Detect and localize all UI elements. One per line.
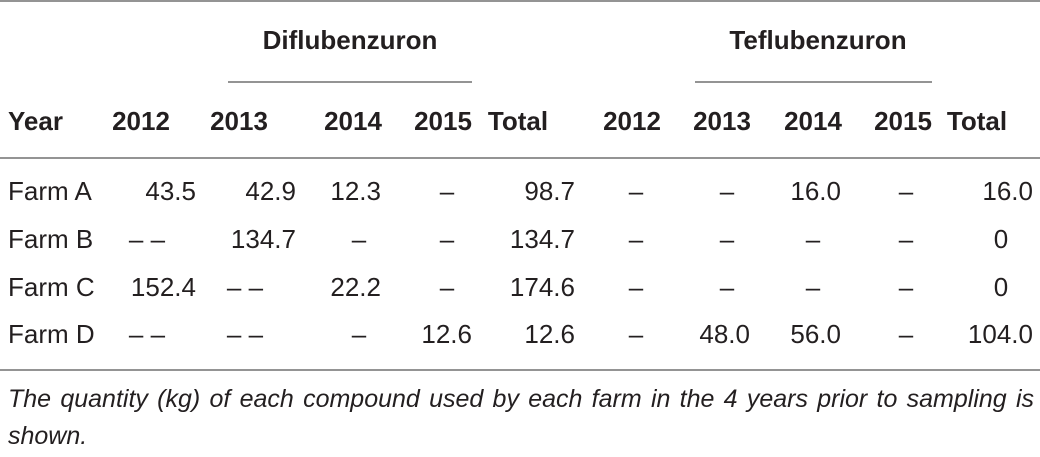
cell: – — [806, 224, 821, 254]
cell: – — [352, 224, 367, 254]
cell: – – — [227, 272, 264, 302]
table: Diflubenzuron Teflubenzuron Year 2012 2013… — [0, 0, 1040, 371]
cell: 12.3 — [330, 176, 381, 206]
cell: 22.2 — [330, 272, 381, 302]
cell: 16.0 — [790, 176, 841, 206]
cell: – — [440, 272, 455, 302]
row-label: Farm C — [8, 272, 95, 302]
cell: 104.0 — [968, 319, 1033, 349]
column-header: 2014 — [324, 106, 382, 136]
cell: – – — [227, 319, 264, 349]
row-label: Farm B — [8, 224, 93, 254]
cell: 42.9 — [245, 176, 296, 206]
cell: – – — [129, 224, 166, 254]
cell: – — [899, 319, 914, 349]
cell: – — [629, 224, 644, 254]
cell: 0 — [994, 272, 1008, 302]
cell: – — [720, 224, 735, 254]
cell: 174.6 — [510, 272, 575, 302]
cell: – – — [129, 319, 166, 349]
cell: 152.4 — [131, 272, 196, 302]
column-header: Year — [8, 106, 63, 136]
cell: 12.6 — [524, 319, 575, 349]
row-label: Farm A — [8, 176, 92, 206]
cell: 12.6 — [421, 319, 472, 349]
cell: – — [899, 272, 914, 302]
cell: – — [440, 176, 455, 206]
cell: 48.0 — [699, 319, 750, 349]
column-header: 2015 — [414, 106, 472, 136]
cell: – — [629, 319, 644, 349]
group-header: Diflubenzuron — [263, 25, 438, 55]
group-header: Teflubenzuron — [729, 25, 906, 55]
column-header: 2013 — [693, 106, 751, 136]
cell: – — [899, 176, 914, 206]
cell: 16.0 — [982, 176, 1033, 206]
cell: – — [629, 272, 644, 302]
column-header: 2015 — [874, 106, 932, 136]
row-label: Farm D — [8, 319, 95, 349]
column-header: 2014 — [784, 106, 842, 136]
caption: The quantity (kg) of each compound used … — [8, 385, 1034, 450]
cell: 56.0 — [790, 319, 841, 349]
cell: 43.5 — [145, 176, 196, 206]
cell: – — [899, 224, 914, 254]
cell: 134.7 — [510, 224, 575, 254]
cell: 134.7 — [231, 224, 296, 254]
cell: 0 — [994, 224, 1008, 254]
column-header: 2013 — [210, 106, 268, 136]
cell: 98.7 — [524, 176, 575, 206]
cell: – — [806, 272, 821, 302]
column-header: 2012 — [603, 106, 661, 136]
cell: – — [720, 176, 735, 206]
cell: – — [629, 176, 644, 206]
cell: – — [352, 319, 367, 349]
cell: – — [440, 224, 455, 254]
column-header: 2012 — [112, 106, 170, 136]
column-header: Total — [488, 106, 548, 136]
column-header: Total — [947, 106, 1007, 136]
cell: – — [720, 272, 735, 302]
